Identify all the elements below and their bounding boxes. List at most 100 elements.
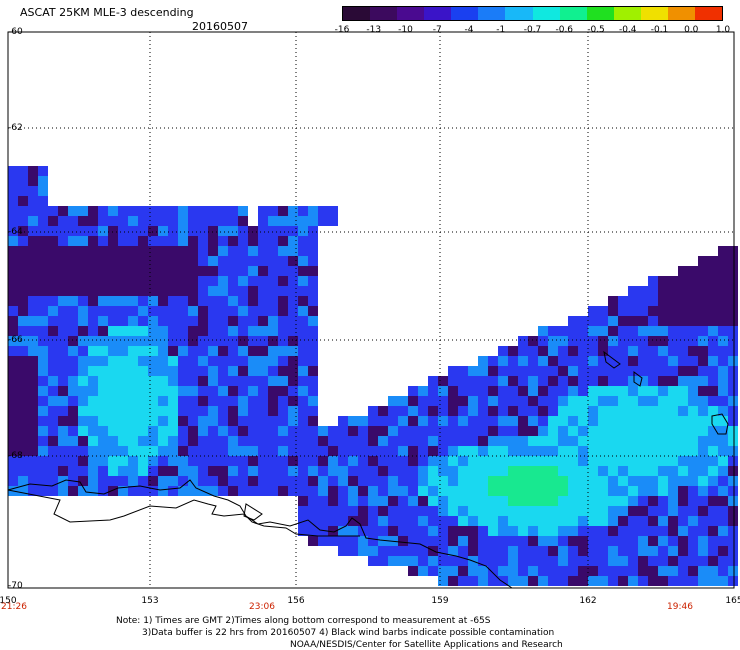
swath-cell <box>648 346 658 356</box>
swath-cell <box>558 406 568 416</box>
swath-cell <box>298 506 308 516</box>
swath-cell <box>8 316 18 326</box>
swath-cell <box>208 216 218 226</box>
swath-cell <box>138 286 148 296</box>
swath-cell <box>178 426 188 436</box>
longitude-label: 150 <box>0 596 17 606</box>
swath-cell <box>708 576 718 586</box>
swath-cell <box>158 456 168 466</box>
swath-cell <box>158 436 168 446</box>
swath-cell <box>148 326 158 336</box>
swath-cell <box>38 306 48 316</box>
swath-cell <box>358 546 368 556</box>
color-scale-swatch <box>505 7 533 20</box>
swath-cell <box>718 326 728 336</box>
swath-cell <box>428 436 438 446</box>
swath-cell <box>688 266 698 276</box>
swath-cell <box>98 346 108 356</box>
swath-cell <box>48 346 58 356</box>
swath-cell <box>8 376 18 386</box>
swath-cell <box>728 246 738 256</box>
swath-cell <box>278 446 288 456</box>
swath-cell <box>548 396 558 406</box>
swath-cell <box>218 456 228 466</box>
swath-cell <box>338 436 348 446</box>
swath-cell <box>308 426 318 436</box>
swath-cell <box>258 386 268 396</box>
swath-cell <box>188 406 198 416</box>
swath-cell <box>638 366 648 376</box>
swath-cell <box>598 546 608 556</box>
swath-cell <box>598 396 608 406</box>
swath-cell <box>158 356 168 366</box>
swath-cell <box>468 376 478 386</box>
swath-cell <box>278 436 288 446</box>
swath-cell <box>728 376 738 386</box>
swath-cell <box>118 296 128 306</box>
swath-cell <box>478 376 488 386</box>
swath-cell <box>28 286 38 296</box>
swath-cell <box>718 426 728 436</box>
lat-lon-grid <box>8 32 734 588</box>
swath-cell <box>128 236 138 246</box>
swath-cell <box>468 366 478 376</box>
swath-cell <box>138 246 148 256</box>
swath-cell <box>728 346 738 356</box>
swath-cell <box>138 306 148 316</box>
swath-cell <box>528 556 538 566</box>
swath-cell <box>608 496 618 506</box>
swath-cell <box>558 386 568 396</box>
swath-cell <box>28 366 38 376</box>
swath-cell <box>488 406 498 416</box>
swath-cell <box>118 236 128 246</box>
swath-cell <box>478 456 488 466</box>
swath-cell <box>228 426 238 436</box>
swath-cell <box>368 536 378 546</box>
swath-cell <box>718 496 728 506</box>
swath-cell <box>168 486 178 496</box>
swath-cell <box>178 206 188 216</box>
swath-cell <box>18 486 28 496</box>
swath-cell <box>598 486 608 496</box>
swath-cell <box>38 386 48 396</box>
swath-cell <box>478 556 488 566</box>
swath-cell <box>58 326 68 336</box>
swath-cell <box>518 486 528 496</box>
swath-cell <box>268 296 278 306</box>
swath-cell <box>348 496 358 506</box>
swath-cell <box>698 326 708 336</box>
swath-cell <box>598 516 608 526</box>
swath-cell <box>8 216 18 226</box>
swath-cell <box>308 496 318 506</box>
swath-cell <box>418 556 428 566</box>
swath-cell <box>68 446 78 456</box>
swath-cell <box>598 476 608 486</box>
swath-cell <box>68 346 78 356</box>
swath-cell <box>138 466 148 476</box>
swath-cell <box>578 546 588 556</box>
swath-cell <box>18 166 28 176</box>
swath-cell <box>698 546 708 556</box>
swath-cell <box>28 406 38 416</box>
swath-cell <box>128 336 138 346</box>
swath-cell <box>228 336 238 346</box>
swath-cell <box>528 346 538 356</box>
swath-cell <box>698 436 708 446</box>
swath-cell <box>78 246 88 256</box>
swath-cell <box>188 456 198 466</box>
swath-cell <box>138 206 148 216</box>
swath-cell <box>8 326 18 336</box>
swath-cell <box>258 406 268 416</box>
swath-cell <box>48 276 58 286</box>
swath-cell <box>538 416 548 426</box>
swath-cell <box>448 436 458 446</box>
swath-cell <box>638 286 648 296</box>
swath-cell <box>38 296 48 306</box>
swath-cell <box>248 376 258 386</box>
swath-cell <box>628 476 638 486</box>
swath-cell <box>238 406 248 416</box>
swath-cell <box>28 306 38 316</box>
swath-cell <box>708 306 718 316</box>
swath-cell <box>368 466 378 476</box>
swath-cell <box>168 256 178 266</box>
